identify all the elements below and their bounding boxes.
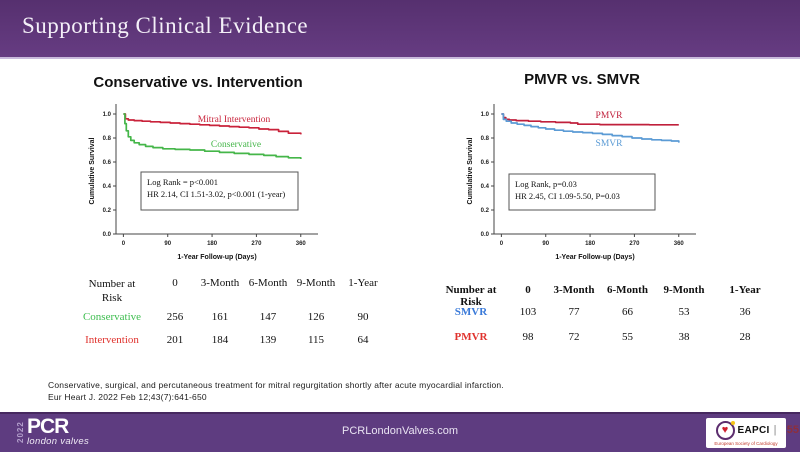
table-cell: 103 [519,306,537,318]
table-cell: 201 [166,334,184,346]
svg-text:Log Rank, p=0.03: Log Rank, p=0.03 [515,179,577,189]
table-cell: 98 [522,331,534,343]
eapci-logo-row: ♥ EAPCI | [715,420,777,440]
eapci-divider: | [773,424,777,436]
svg-text:1.0: 1.0 [481,112,490,118]
table-cell: 53 [678,306,690,318]
svg-text:360: 360 [674,241,685,247]
svg-text:180: 180 [207,241,218,247]
right-number-at-risk-table: Number at Risk 0 3-Month 6-Month 9-Month… [434,284,777,356]
svg-text:1-Year Follow-up (Days): 1-Year Follow-up (Days) [177,254,256,261]
heart-dot [730,420,735,425]
svg-text:Log Rank = p<0.001: Log Rank = p<0.001 [147,177,218,187]
table-cell: 64 [357,334,369,346]
km-chart-pmvr-vs-smvr: 0.0 0.2 0.4 0.6 0.8 1.0 0 90 180 270 360 1-Year Fol… [467,104,696,261]
table-cell: 90 [357,311,369,323]
svg-text:0.6: 0.6 [103,160,112,166]
table-header: 0 [172,277,178,289]
page-title: Supporting Clinical Evidence [22,13,309,38]
header-bar: Supporting Clinical Evidence [0,0,800,59]
svg-text:Mitral Intervention: Mitral Intervention [198,115,271,125]
svg-text:0.2: 0.2 [481,208,490,214]
svg-text:0: 0 [122,241,126,247]
svg-text:PMVR: PMVR [596,111,624,121]
right-chart-title: PMVR vs. SMVR [524,71,640,88]
svg-text:Cumulative Survival: Cumulative Survival [89,137,96,204]
table-cell: 161 [211,311,229,323]
row-label-pmvr: PMVR [454,331,488,343]
table-header: 3-Month [553,284,595,296]
svg-text:270: 270 [251,241,262,247]
svg-text:0: 0 [500,241,504,247]
pcr-logo-text: PCR [27,415,69,438]
table-cell: 139 [259,334,277,346]
citation: Conservative, surgical, and percutaneous… [48,379,504,403]
page-number: 55 [786,424,799,436]
svg-text:HR 2.45, CI 1.09-5.50, P=0.03: HR 2.45, CI 1.09-5.50, P=0.03 [515,191,620,201]
row-label-intervention: Intervention [85,334,139,346]
website-text: PCRLondonValves.com [342,425,458,437]
eapci-logo: ♥ EAPCI | European Society of Cardiology [706,418,786,448]
table-cell: 126 [307,311,325,323]
esc-subtitle: European Society of Cardiology [714,440,778,446]
table-header: Number at Risk [88,278,136,304]
svg-text:0.0: 0.0 [103,232,112,238]
table-cell: 256 [166,311,184,323]
table-cell: 147 [259,311,277,323]
svg-text:0.0: 0.0 [481,232,490,238]
table-header: 9-Month [663,284,705,296]
svg-text:0.2: 0.2 [103,208,112,214]
svg-text:180: 180 [585,241,596,247]
svg-text:Conservative: Conservative [211,140,261,150]
svg-text:0.4: 0.4 [103,184,112,190]
table-cell: 28 [739,331,751,343]
svg-text:0.8: 0.8 [481,136,490,142]
svg-text:SMVR: SMVR [596,139,624,149]
table-cell: 36 [739,306,751,318]
logo-text-block: PCR london valves [27,415,89,447]
table-cell: 184 [211,334,229,346]
footer-bar: 2022 PCR london valves PCRLondonValves.c… [0,412,800,452]
table-header: Number at Risk [445,284,497,308]
table-cell: 77 [568,306,580,318]
table-header: 1-Year [729,284,761,296]
table-header: 9-Month [296,277,336,289]
heart-glyph: ♥ [721,423,729,436]
svg-text:0.8: 0.8 [103,136,112,142]
pcr-london-valves-logo: 2022 PCR london valves [16,415,89,447]
row-label-smvr: SMVR [454,306,488,318]
svg-text:0.6: 0.6 [481,160,490,166]
svg-text:90: 90 [542,241,549,247]
table-header: 3-Month [200,277,240,289]
citation-line-1: Conservative, surgical, and percutaneous… [48,380,504,390]
eapci-label: EAPCI [737,424,770,436]
km-chart-conservative-vs-intervention: 0.0 0.2 0.4 0.6 0.8 1.0 0 90 180 270 360 1-Year Fol… [89,104,318,261]
london-valves-text: london valves [27,436,89,447]
logo-year: 2022 [16,421,25,443]
svg-text:Cumulative Survival: Cumulative Survival [467,137,474,204]
svg-text:270: 270 [629,241,640,247]
table-cell: 55 [622,331,633,343]
table-header: 6-Month [248,277,288,289]
svg-text:1-Year Follow-up (Days): 1-Year Follow-up (Days) [555,254,634,261]
left-number-at-risk-table: Number at Risk 0 3-Month 6-Month 9-Month… [70,277,386,357]
left-chart-title: Conservative vs. Intervention [93,74,303,91]
svg-text:1.0: 1.0 [103,112,112,118]
table-cell: 38 [678,331,690,343]
svg-text:360: 360 [296,241,307,247]
svg-text:0.4: 0.4 [481,184,490,190]
row-label-conservative: Conservative [82,311,142,323]
svg-text:HR 2.14, CI 1.51-3.02, p<0.001: HR 2.14, CI 1.51-3.02, p<0.001 (1-year) [147,189,285,199]
table-header: 0 [525,284,531,296]
table-cell: 72 [568,331,580,343]
table-header: 1-Year [348,277,378,289]
citation-line-2: Eur Heart J. 2022 Feb 12;43(7):641-650 [48,392,207,402]
svg-text:90: 90 [164,241,171,247]
heart-icon: ♥ [715,420,735,440]
table-header: 6-Month [607,284,648,296]
table-cell: 66 [622,306,633,318]
table-cell: 115 [307,334,325,346]
